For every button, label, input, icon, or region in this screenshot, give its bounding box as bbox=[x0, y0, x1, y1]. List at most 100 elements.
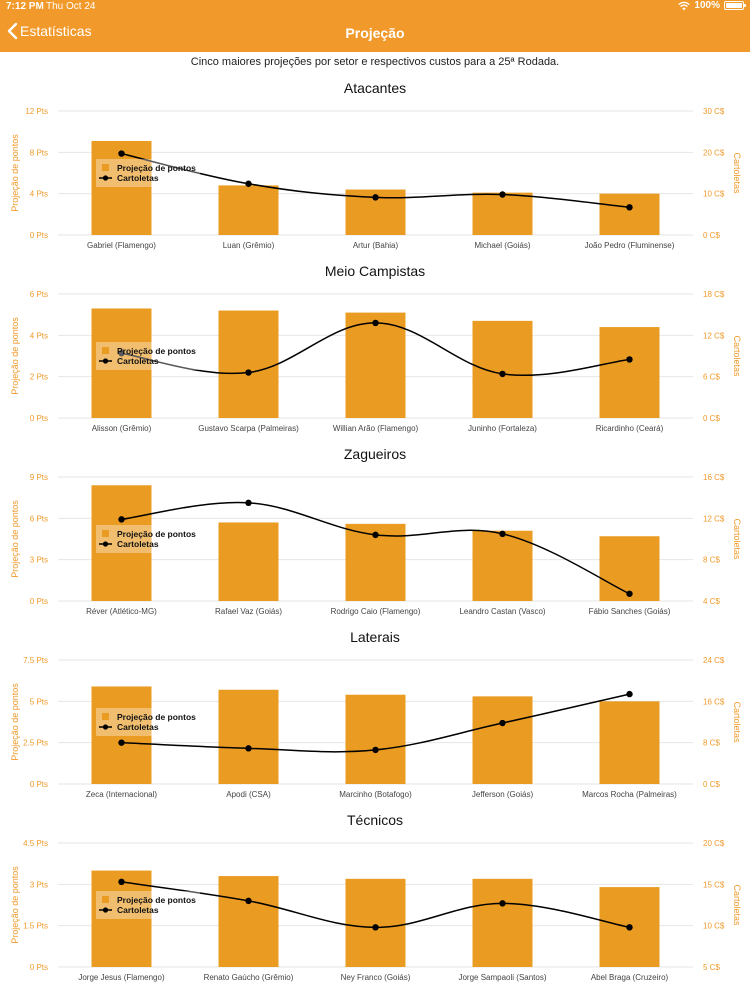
chart-svg: 0 Pts 4 C$ 3 Pts 8 C$ 6 Pts 12 C$ 9 Pts 16 C$ Pr… bbox=[10, 473, 742, 616]
status-bar: 7:12 PM Thu Oct 24 100% bbox=[0, 0, 750, 14]
legend-line-marker bbox=[102, 907, 109, 913]
cartoletas-point bbox=[499, 719, 506, 727]
legend-bar-swatch bbox=[102, 896, 109, 903]
battery-percent: 100% bbox=[694, 0, 720, 11]
bar bbox=[91, 686, 152, 784]
y-tick-label: 2 Pts bbox=[30, 373, 48, 382]
legend-label-bars: Projeção de pontos bbox=[117, 895, 196, 905]
back-button[interactable]: Estatísticas bbox=[6, 22, 92, 40]
cartoletas-point bbox=[499, 370, 506, 378]
category-label: Gabriel (Flamengo) bbox=[87, 241, 156, 250]
y2-tick-label: 5 C$ bbox=[703, 963, 720, 972]
y2-axis-label: Cartoletas bbox=[732, 701, 742, 743]
cartoletas-point bbox=[118, 350, 125, 357]
y-tick-label: 4 Pts bbox=[30, 190, 48, 199]
cartoletas-point bbox=[626, 204, 633, 211]
legend-label-line: Cartoletas bbox=[117, 722, 159, 732]
cartoletas-point bbox=[245, 897, 252, 905]
category-label: Apodi (CSA) bbox=[226, 790, 271, 799]
legend-line-marker bbox=[102, 358, 109, 364]
y-axis-label: Projeção de pontos bbox=[10, 500, 20, 578]
legend-label-line: Cartoletas bbox=[117, 905, 159, 915]
category-label: Marcos Rocha (Palmeiras) bbox=[582, 790, 677, 799]
y2-tick-label: 8 C$ bbox=[703, 556, 720, 565]
legend-label-line: Cartoletas bbox=[117, 539, 159, 549]
y-tick-label: 4.5 Pts bbox=[23, 839, 48, 848]
y2-tick-label: 0 C$ bbox=[703, 231, 720, 240]
chart-title: Atacantes bbox=[343, 80, 407, 96]
y-tick-label: 5 Pts bbox=[30, 697, 48, 706]
cartoletas-point bbox=[118, 150, 125, 157]
bar bbox=[218, 522, 279, 601]
category-label: Willian Arão (Flamengo) bbox=[333, 424, 419, 433]
category-label: Leandro Castan (Vasco) bbox=[459, 607, 545, 616]
chart-svg: 0 Pts 5 C$ 1.5 Pts 10 C$ 3 Pts 15 C$ 4.5 Pts 20… bbox=[10, 839, 742, 982]
category-label: Fábio Sanches (Goiás) bbox=[589, 607, 671, 616]
category-label: Artur (Bahia) bbox=[353, 241, 399, 250]
category-label: Michael (Goiás) bbox=[474, 241, 530, 250]
y-tick-label: 3 Pts bbox=[30, 880, 48, 889]
cartoletas-point bbox=[118, 739, 125, 746]
battery-icon bbox=[724, 1, 746, 10]
legend-background bbox=[96, 159, 200, 187]
bar bbox=[472, 320, 533, 418]
y2-tick-label: 16 C$ bbox=[703, 473, 725, 482]
status-date: Thu Oct 24 bbox=[46, 1, 96, 12]
cartoletas-point bbox=[626, 924, 633, 931]
bar bbox=[218, 185, 279, 235]
chart-title: Técnicos bbox=[346, 812, 404, 828]
page-title: Projeção bbox=[345, 25, 405, 41]
y-tick-label: 1.5 Pts bbox=[23, 922, 48, 931]
category-label: Ney Franco (Goiás) bbox=[341, 973, 411, 982]
legend-label-bars: Projeção de pontos bbox=[117, 346, 196, 356]
y-tick-label: 0 Pts bbox=[30, 780, 48, 789]
wifi-icon bbox=[678, 1, 691, 10]
y-tick-label: 7.5 Pts bbox=[23, 656, 48, 665]
y-axis-label: Projeção de pontos bbox=[10, 317, 20, 395]
bar bbox=[472, 192, 533, 235]
y2-axis-label: Cartoletas bbox=[732, 884, 742, 926]
category-label: Abel Braga (Cruzeiro) bbox=[591, 973, 669, 982]
cartoletas-point bbox=[372, 194, 379, 201]
cartoletas-point bbox=[118, 516, 125, 523]
y2-tick-label: 4 C$ bbox=[703, 597, 720, 606]
navigation-bar: Estatísticas Projeção bbox=[0, 14, 750, 52]
cartoletas-point bbox=[626, 590, 633, 597]
bar bbox=[472, 696, 533, 784]
y2-tick-label: 18 C$ bbox=[703, 290, 725, 299]
y-tick-label: 0 Pts bbox=[30, 231, 48, 240]
back-button-label: Estatísticas bbox=[20, 23, 92, 39]
category-label: Marcinho (Botafogo) bbox=[339, 790, 412, 799]
y-tick-label: 3 Pts bbox=[30, 556, 48, 565]
legend-background bbox=[96, 891, 200, 919]
y2-tick-label: 0 C$ bbox=[703, 780, 720, 789]
y2-tick-label: 10 C$ bbox=[703, 190, 725, 199]
y2-axis-label: Cartoletas bbox=[732, 152, 742, 194]
y-tick-label: 6 Pts bbox=[30, 514, 48, 523]
bar bbox=[345, 312, 406, 418]
y-tick-label: 0 Pts bbox=[30, 597, 48, 606]
cartoletas-point bbox=[245, 745, 252, 752]
category-label: Réver (Atlético-MG) bbox=[86, 607, 157, 616]
cartoletas-point bbox=[372, 924, 379, 931]
category-label: João Pedro (Fluminense) bbox=[585, 241, 675, 250]
cartoletas-point bbox=[626, 356, 633, 363]
bar bbox=[599, 701, 660, 784]
legend-background bbox=[96, 525, 200, 553]
y-axis-label: Projeção de pontos bbox=[10, 134, 20, 212]
bar bbox=[91, 308, 152, 418]
cartoletas-point bbox=[245, 499, 252, 507]
legend-bar-swatch bbox=[102, 713, 109, 720]
legend-label-bars: Projeção de pontos bbox=[117, 529, 196, 539]
chart-atacantes: 0 Pts 0 C$ 4 Pts 10 C$ 8 Pts 20 C$ 12 Pts 30 C$… bbox=[0, 80, 750, 263]
cartoletas-point bbox=[372, 319, 379, 327]
category-label: Gustavo Scarpa (Palmeiras) bbox=[198, 424, 299, 433]
y-tick-label: 4 Pts bbox=[30, 331, 48, 340]
cartoletas-point bbox=[245, 369, 252, 376]
y-axis-label: Projeção de pontos bbox=[10, 866, 20, 944]
legend-label-bars: Projeção de pontos bbox=[117, 163, 196, 173]
y-tick-label: 8 Pts bbox=[30, 148, 48, 157]
bar bbox=[218, 876, 279, 967]
y-tick-label: 0 Pts bbox=[30, 414, 48, 423]
legend-line-marker bbox=[102, 175, 109, 181]
